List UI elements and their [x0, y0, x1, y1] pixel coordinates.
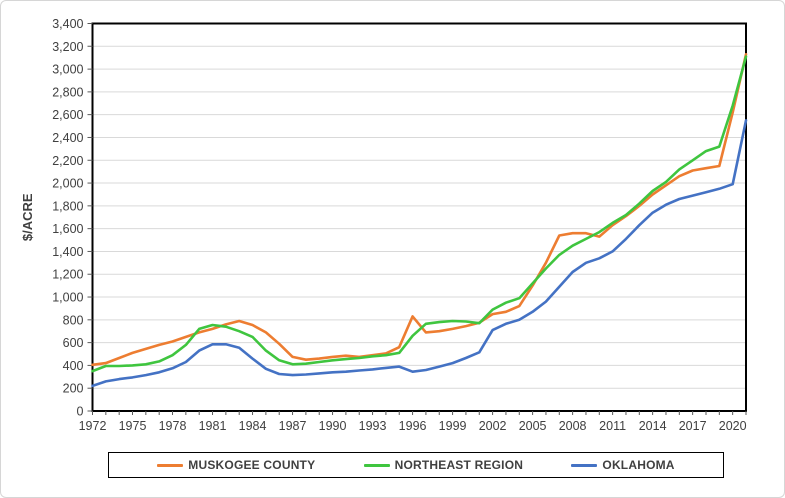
y-axis-ticks [87, 23, 93, 412]
svg-text:1978: 1978 [159, 419, 187, 433]
svg-text:2008: 2008 [559, 419, 587, 433]
svg-text:3,200: 3,200 [52, 40, 83, 54]
legend-label-muskogee-county: MUSKOGEE COUNTY [188, 458, 316, 472]
svg-text:2005: 2005 [519, 419, 547, 433]
svg-text:2002: 2002 [479, 419, 507, 433]
series-line-oklahoma [91, 119, 748, 388]
svg-text:800: 800 [63, 313, 84, 327]
series-line-muskogee-county [91, 52, 748, 367]
series-lines [91, 52, 748, 388]
svg-text:2,800: 2,800 [52, 85, 83, 99]
svg-text:2,200: 2,200 [52, 154, 83, 168]
svg-text:2020: 2020 [719, 419, 747, 433]
svg-text:1,200: 1,200 [52, 268, 83, 282]
y-axis-labels: 0 200 400 600 800 1,000 1,200 1,400 1,600 1,800 2,… [52, 17, 83, 419]
gridlines [92, 23, 746, 389]
svg-text:2014: 2014 [639, 419, 667, 433]
svg-text:1993: 1993 [359, 419, 387, 433]
svg-text:400: 400 [63, 359, 84, 373]
legend-entry-muskogee-county: MUSKOGEE COUNTY [157, 458, 315, 472]
svg-text:1987: 1987 [279, 419, 307, 433]
svg-text:600: 600 [63, 336, 84, 350]
svg-text:1,800: 1,800 [52, 199, 83, 213]
svg-text:2,000: 2,000 [52, 177, 83, 191]
svg-text:1,400: 1,400 [52, 245, 83, 259]
svg-text:1999: 1999 [439, 419, 467, 433]
chart-legend: MUSKOGEE COUNTY NORTHEAST REGION OKLAHOM… [108, 452, 724, 478]
svg-text:3,000: 3,000 [52, 63, 83, 77]
oklahoma-line-swatch [571, 463, 598, 467]
svg-text:1,600: 1,600 [52, 222, 83, 236]
legend-label-oklahoma: OKLAHOMA [602, 458, 675, 472]
svg-text:1984: 1984 [239, 419, 267, 433]
svg-text:0: 0 [77, 405, 84, 419]
svg-text:1975: 1975 [119, 419, 147, 433]
muskogee-county-line-swatch [157, 463, 184, 467]
plot-border [91, 22, 747, 412]
svg-text:3,400: 3,400 [52, 17, 83, 31]
chart-svg: 0 200 400 600 800 1,000 1,200 1,400 1,600 1,800 2,… [20, 17, 748, 433]
svg-text:200: 200 [63, 382, 84, 396]
svg-text:1996: 1996 [399, 419, 427, 433]
svg-text:2011: 2011 [599, 419, 626, 433]
x-axis-labels: 1972 1975 1978 1981 1984 1987 1990 1993 1996 1999… [79, 419, 747, 433]
svg-text:2017: 2017 [679, 419, 707, 433]
svg-text:1990: 1990 [319, 419, 347, 433]
svg-text:1981: 1981 [199, 419, 227, 433]
x-axis-ticks [92, 411, 747, 415]
svg-text:2,600: 2,600 [52, 108, 83, 122]
legend-entry-northeast-region: NORTHEAST REGION [363, 458, 524, 472]
svg-text:2,400: 2,400 [52, 131, 83, 145]
legend-entry-oklahoma: OKLAHOMA [571, 458, 674, 472]
y-axis-title-text: $/ACRE [20, 193, 35, 241]
y-axis-title: $/ACRE [20, 193, 35, 241]
northeast-region-line-swatch [363, 463, 390, 467]
svg-text:1,000: 1,000 [52, 291, 83, 305]
legend-label-northeast-region: NORTHEAST REGION [394, 458, 524, 472]
series-line-northeast-region [91, 55, 748, 373]
svg-text:1972: 1972 [79, 419, 107, 433]
